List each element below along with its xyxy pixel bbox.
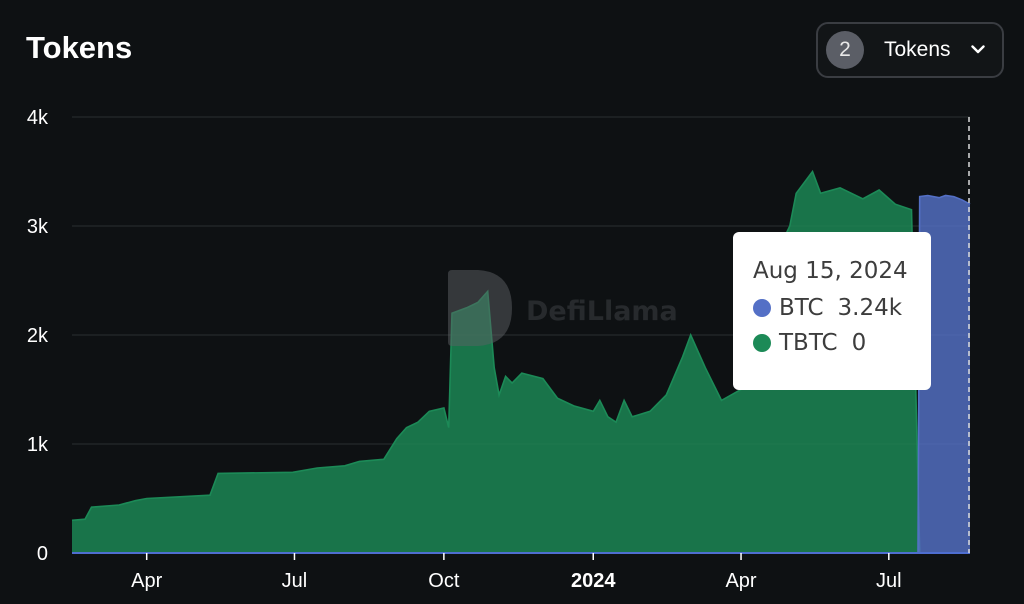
series-area-btc: [918, 195, 970, 553]
token-selector-label: Tokens: [884, 38, 951, 61]
tooltip-tbtc-name: TBTC: [779, 330, 838, 356]
x-tick-label: Jul: [876, 570, 902, 592]
page-title: Tokens: [26, 30, 133, 65]
x-tick-label: Apr: [131, 570, 162, 592]
tooltip-date: Aug 15, 2024: [753, 258, 908, 284]
tooltip-btc-name: BTC: [779, 295, 824, 321]
defillama-watermark: DefiLlama: [448, 270, 678, 346]
defillama-logo-icon: [448, 270, 512, 346]
y-tick-label: 3k: [27, 216, 49, 238]
x-tick-label: Oct: [428, 570, 460, 592]
series-line-tbtc: [71, 169, 970, 554]
y-tick-label: 1k: [27, 434, 49, 456]
selected-token-count-badge: 2: [826, 31, 864, 69]
tooltip-tbtc-value: 0: [851, 330, 867, 356]
x-tick-label: Apr: [725, 570, 756, 592]
x-axis: Apr Jul Oct 2024 Apr Jul: [72, 552, 970, 592]
y-tick-label: 2k: [27, 325, 49, 347]
x-tick-label: Jul: [282, 570, 308, 592]
series-line-btc: [917, 194, 971, 554]
x-tick-label: 2024: [571, 570, 616, 592]
tooltip-btc-value: 3.24k: [837, 295, 903, 321]
tooltip-row-tbtc: TBTC 0: [753, 330, 931, 356]
series-area-tbtc: [72, 171, 970, 553]
tooltip-tbtc-marker: [753, 334, 771, 352]
y-axis: 0 1k 2k 3k 4k: [27, 107, 49, 565]
token-selector-dropdown[interactable]: 2 Tokens: [816, 22, 1004, 78]
chevron-down-icon: [970, 45, 985, 54]
tooltip-btc-marker: [753, 299, 771, 317]
chart-tooltip: Aug 15, 2024 BTC 3.24k TBTC 0: [733, 232, 931, 390]
y-tick-label: 4k: [27, 107, 49, 129]
tooltip-row-btc: BTC 3.24k: [753, 295, 931, 321]
y-tick-label: 0: [37, 543, 48, 565]
chart-series-areas: [71, 169, 971, 554]
watermark-text: DefiLlama: [526, 296, 678, 327]
